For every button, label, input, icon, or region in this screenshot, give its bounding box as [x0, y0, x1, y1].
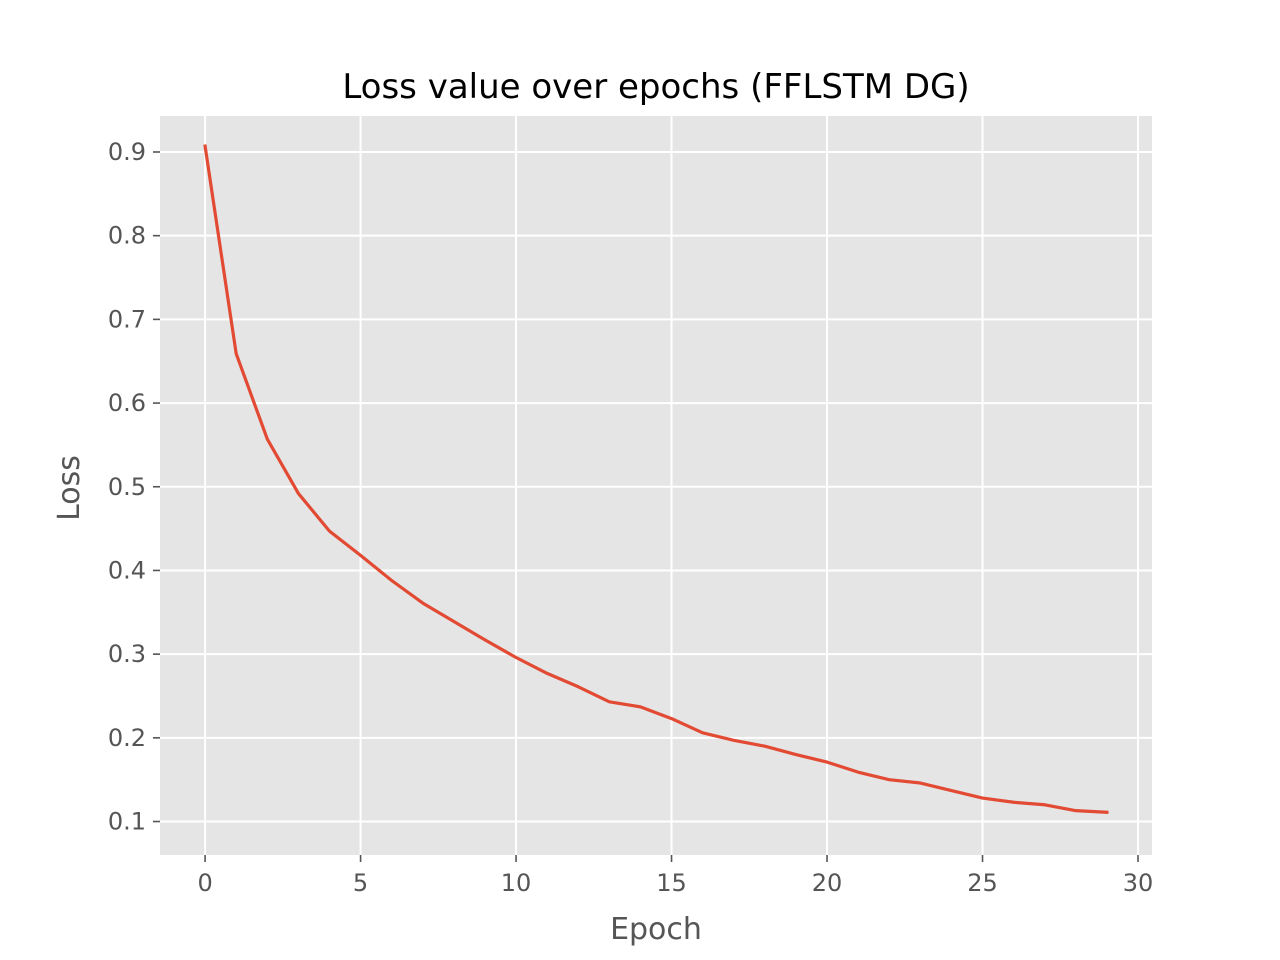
loss-series-line [203, 144, 1109, 815]
y-tick-label: 0.9 [108, 138, 146, 166]
y-tick-label: 0.2 [108, 724, 146, 752]
grid [160, 116, 1152, 855]
x-tick-label: 5 [353, 869, 368, 897]
y-tick-label: 0.5 [108, 473, 146, 501]
x-tick-label: 30 [1123, 869, 1154, 897]
x-axis-label: Epoch [610, 912, 702, 947]
y-axis-label: Loss [52, 455, 87, 521]
y-tick-label: 0.3 [108, 640, 146, 668]
plot-area [160, 116, 1152, 855]
series-layer [203, 144, 1109, 815]
y-tick-label: 0.7 [108, 305, 146, 333]
y-tick-label: 0.4 [108, 556, 146, 584]
x-tick-label: 15 [656, 869, 687, 897]
chart-title: Loss value over epochs (FFLSTM DG) [342, 67, 969, 107]
x-tick-label: 10 [501, 869, 532, 897]
y-tick-label: 0.1 [108, 808, 146, 836]
x-tick-label: 20 [812, 869, 843, 897]
y-tick-label: 0.6 [108, 389, 146, 417]
y-tick-label: 0.8 [108, 222, 146, 250]
x-tick-label: 25 [967, 869, 998, 897]
x-tick-label: 0 [197, 869, 212, 897]
ticks: 0 5 10 15 20 25 30 0.1 0.2 0.3 0.4 0.5 0.6 0.7 0.8 0.9 [108, 138, 1153, 897]
